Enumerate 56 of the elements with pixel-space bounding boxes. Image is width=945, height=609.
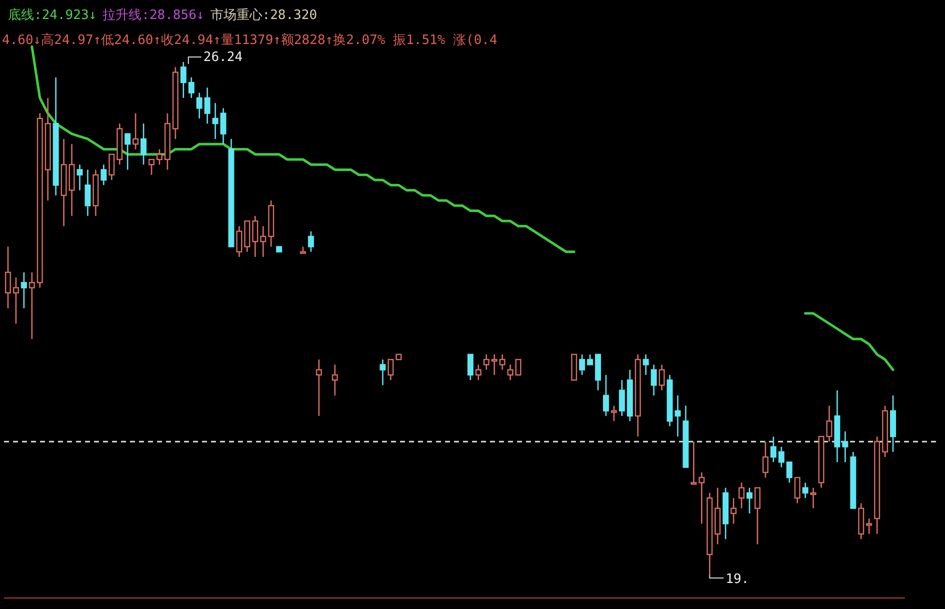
text: 底线:24.923↓ bbox=[8, 8, 97, 23]
text: 4.60↓高24.97↑低24.60↑收24.94↑量11379↑额2828↑换2.07% 振1.51% 涨(0.4 bbox=[2, 32, 498, 48]
candlestick bbox=[810, 487, 816, 509]
candlestick bbox=[380, 358, 386, 386]
candlestick bbox=[802, 482, 808, 499]
candlestick bbox=[4, 246, 11, 309]
candlestick bbox=[140, 122, 147, 166]
candlestick bbox=[650, 364, 657, 396]
candlestick bbox=[12, 276, 19, 324]
candlestick bbox=[842, 430, 848, 463]
candlestick bbox=[220, 108, 226, 145]
candlestick bbox=[44, 97, 51, 202]
candlestick bbox=[626, 369, 633, 422]
annotation: 19. bbox=[726, 572, 750, 587]
candlestick bbox=[180, 61, 186, 99]
candlestick bbox=[188, 76, 194, 99]
candlestick bbox=[68, 143, 75, 217]
candlestick bbox=[483, 354, 490, 370]
candlestick bbox=[252, 215, 258, 258]
candlestick bbox=[28, 272, 35, 340]
candlestick bbox=[316, 358, 322, 417]
candlestick bbox=[634, 354, 641, 438]
candlestick bbox=[714, 487, 721, 545]
candlestick bbox=[698, 472, 705, 524]
candlestick bbox=[196, 92, 202, 120]
candlestick bbox=[260, 226, 266, 258]
candlestick bbox=[36, 112, 43, 288]
annotation: 26.24 bbox=[203, 50, 243, 65]
candlestick bbox=[204, 87, 210, 124]
candlestick bbox=[268, 200, 274, 248]
candlestick bbox=[890, 394, 896, 453]
candlestick bbox=[20, 272, 27, 309]
candlestick bbox=[834, 390, 840, 463]
candlestick bbox=[100, 164, 107, 186]
text: 市场重心:28.320 bbox=[210, 7, 318, 23]
candlestick bbox=[507, 364, 514, 381]
text: 拉升线:28.856↓ bbox=[102, 8, 204, 23]
candlestick bbox=[826, 405, 832, 442]
candlestick bbox=[706, 492, 713, 576]
candlestick bbox=[730, 497, 737, 524]
candlestick bbox=[236, 226, 242, 258]
candlestick bbox=[116, 122, 123, 166]
candlestick bbox=[60, 138, 67, 227]
candlestick bbox=[52, 76, 59, 196]
candlestick bbox=[491, 354, 498, 376]
candlestick bbox=[164, 112, 170, 170]
candlestick bbox=[658, 364, 665, 391]
candlestick bbox=[92, 169, 99, 217]
candlestick bbox=[642, 354, 649, 376]
candlestick bbox=[76, 164, 83, 191]
candlestick bbox=[332, 364, 338, 396]
candlestick bbox=[499, 354, 506, 370]
candlestick bbox=[858, 502, 864, 540]
candlestick bbox=[84, 169, 91, 217]
candlestick bbox=[212, 102, 218, 140]
candlestick bbox=[778, 446, 784, 468]
